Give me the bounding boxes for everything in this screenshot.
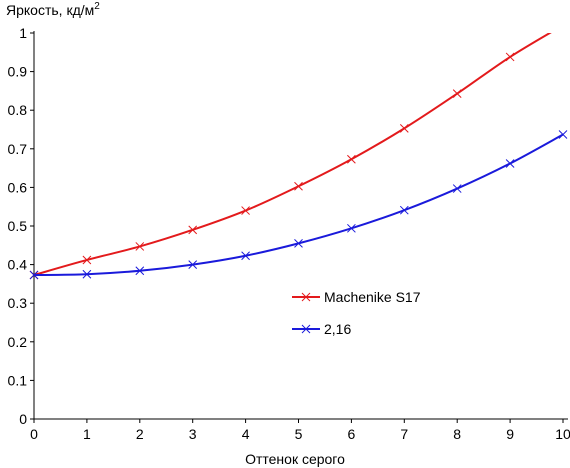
data-point-marker bbox=[82, 269, 92, 279]
legend-item: 2,16 bbox=[292, 321, 351, 337]
legend-marker bbox=[301, 292, 311, 302]
y-axis-title: Яркость, кд/м2 bbox=[6, 1, 100, 18]
data-point-marker bbox=[558, 130, 568, 139]
data-point-marker bbox=[29, 270, 39, 280]
x-tick-label: 8 bbox=[453, 426, 461, 442]
y-tick-label: 0.2 bbox=[8, 334, 28, 350]
data-point-marker bbox=[347, 154, 356, 164]
y-tick-label: 0.1 bbox=[8, 372, 28, 388]
data-point-marker bbox=[188, 225, 198, 235]
x-tick-label: 9 bbox=[506, 426, 514, 442]
data-point-marker bbox=[294, 239, 303, 248]
data-point-marker bbox=[505, 52, 515, 62]
legend-marker bbox=[301, 324, 311, 334]
data-point-marker bbox=[135, 266, 145, 276]
data-point-marker bbox=[399, 205, 409, 215]
data-point-marker bbox=[347, 223, 356, 233]
x-tick-label: 4 bbox=[242, 426, 250, 442]
y-tick-label: 1 bbox=[19, 25, 27, 41]
data-point-marker bbox=[241, 206, 250, 215]
data-point-marker bbox=[135, 242, 145, 251]
y-tick-label: 0 bbox=[19, 411, 27, 427]
y-tick-label: 0.6 bbox=[8, 179, 28, 195]
x-tick-label: 5 bbox=[295, 426, 303, 442]
series-line-1 bbox=[34, 33, 552, 276]
y-tick-label: 0.4 bbox=[8, 257, 28, 273]
x-tick-label: 2 bbox=[136, 426, 144, 442]
y-tick-label: 0.9 bbox=[8, 64, 28, 80]
data-point-marker bbox=[294, 181, 303, 191]
series-layer bbox=[34, 33, 564, 277]
data-point-marker bbox=[452, 184, 462, 193]
data-point-marker bbox=[399, 123, 409, 133]
data-point-marker bbox=[241, 251, 250, 261]
x-axis-title: Оттенок серого bbox=[245, 451, 345, 467]
legend: Machenike S17 2,16 bbox=[292, 289, 421, 337]
x-tick-label: 7 bbox=[400, 426, 408, 442]
x-tick-label: 6 bbox=[348, 426, 356, 442]
data-point-marker bbox=[452, 89, 462, 98]
x-tick-label: 3 bbox=[189, 426, 197, 442]
y-tick-label: 0.3 bbox=[8, 295, 28, 311]
legend-item: Machenike S17 bbox=[292, 289, 421, 305]
legend-label: 2,16 bbox=[324, 321, 351, 337]
x-tick-label: 10 bbox=[555, 426, 570, 442]
x-tick-label: 1 bbox=[83, 426, 91, 442]
y-axis-title-text: Яркость, кд/м bbox=[6, 2, 94, 18]
axes: 00.10.20.30.40.50.60.70.80.910 1 2 3 4 5 6 7 8 9 1… bbox=[8, 25, 570, 442]
y-tick-label: 0.7 bbox=[8, 141, 28, 157]
y-tick-label: 0.5 bbox=[8, 218, 28, 234]
data-point-marker bbox=[188, 260, 198, 269]
y-tick-label: 0.8 bbox=[8, 102, 28, 118]
legend-label: Machenike S17 bbox=[324, 289, 421, 305]
y-axis-title-superscript: 2 bbox=[94, 1, 100, 12]
markers-layer bbox=[29, 52, 568, 280]
x-tick-label: 0 bbox=[30, 426, 38, 442]
data-point-marker bbox=[505, 159, 515, 168]
data-point-marker bbox=[82, 255, 92, 265]
